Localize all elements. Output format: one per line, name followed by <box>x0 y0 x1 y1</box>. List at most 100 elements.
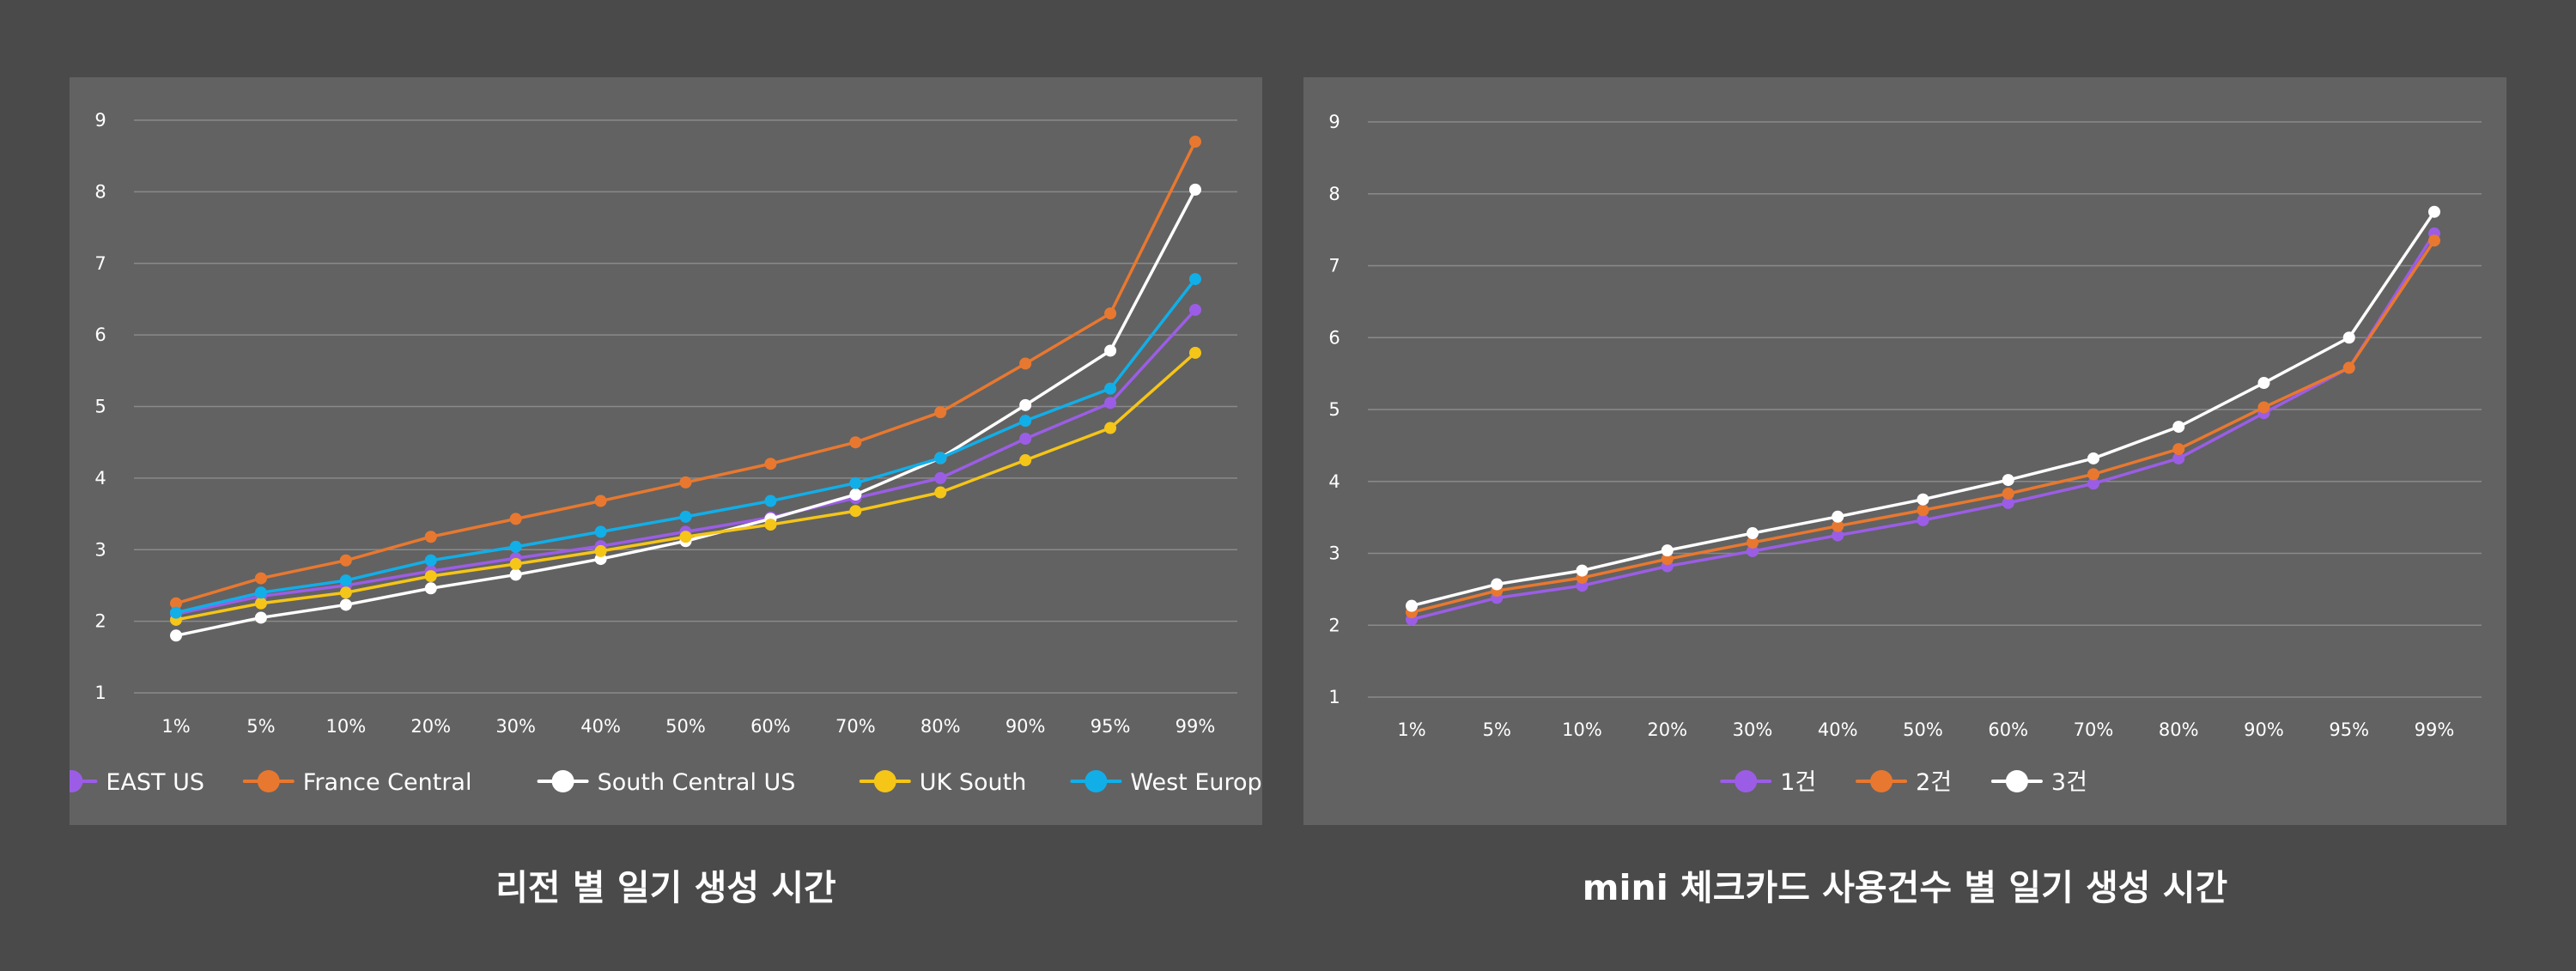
legend-item-west-europe: West Europe <box>1070 769 1262 796</box>
x-tick-label: 30% <box>1733 719 1773 740</box>
y-tick-label: 2 <box>1328 615 1340 635</box>
data-point <box>1832 510 1844 523</box>
data-point <box>679 476 692 489</box>
y-tick-label: 3 <box>1328 543 1340 564</box>
data-point <box>509 513 522 525</box>
data-point <box>1189 303 1201 316</box>
y-tick-label: 1 <box>94 683 106 703</box>
x-tick-label: 1% <box>161 716 190 737</box>
data-point <box>1019 357 1032 370</box>
legend-marker <box>257 770 280 792</box>
legend-item-3건: 3건 <box>1990 769 2087 796</box>
data-point <box>2428 205 2440 218</box>
data-point <box>1406 599 1418 612</box>
y-tick-label: 6 <box>1328 327 1340 348</box>
legend-item-east-us: EAST US <box>70 769 204 796</box>
data-point <box>849 436 862 449</box>
data-point <box>849 476 862 489</box>
legend-marker <box>551 770 574 792</box>
data-point <box>1189 183 1201 196</box>
chart-caption-card-count: mini 체크카드 사용건수 별 일기 생성 시간 <box>1582 867 2228 908</box>
y-tick-label: 5 <box>1328 399 1340 420</box>
data-point <box>2257 377 2270 390</box>
data-point <box>934 486 947 499</box>
legend-label: UK South <box>920 769 1027 796</box>
x-tick-label: 70% <box>835 716 876 737</box>
data-point <box>339 598 352 611</box>
series-1건 <box>1406 227 2440 626</box>
data-point <box>1661 544 1674 557</box>
x-tick-label: 90% <box>1005 716 1046 737</box>
data-point <box>509 568 522 581</box>
data-point <box>254 586 267 599</box>
data-point <box>254 611 267 624</box>
legend-label: 3건 <box>2051 769 2087 796</box>
series-line <box>174 308 1197 616</box>
data-point <box>1104 344 1117 357</box>
x-tick-label: 90% <box>2244 719 2284 740</box>
series-uk-south <box>170 346 1201 626</box>
legend-label: South Central US <box>598 769 796 796</box>
data-point <box>2428 234 2440 247</box>
legend-item-france-central: France Central <box>242 769 472 796</box>
y-tick-label: 7 <box>1328 256 1340 276</box>
data-point <box>1189 136 1201 149</box>
data-point <box>1104 422 1117 434</box>
x-tick-label: 5% <box>1483 719 1511 740</box>
data-point <box>679 531 692 543</box>
x-tick-label: 80% <box>920 716 961 737</box>
data-point <box>1917 493 1929 506</box>
data-point <box>509 540 522 553</box>
data-point <box>764 519 777 531</box>
chart-panel-regions: 1 2 3 4 5 6 7 8 9 1% 5% 10% 20% 30% 40% 50% 60% 70% 80% 90%… <box>70 77 1262 825</box>
y-tick-label: 5 <box>94 397 106 417</box>
data-point <box>1019 454 1032 467</box>
series-line <box>1410 239 2436 614</box>
y-tick-label: 7 <box>94 253 106 274</box>
x-tick-label: 20% <box>410 716 451 737</box>
data-point <box>2342 361 2355 374</box>
legend-marker <box>2005 770 2028 792</box>
x-tick-label: 70% <box>2074 719 2114 740</box>
series-france-central <box>170 136 1201 610</box>
y-tick-label: 6 <box>94 325 106 345</box>
x-tick-label: 99% <box>1176 716 1216 737</box>
data-point <box>1576 564 1589 577</box>
x-tick-label: 50% <box>665 716 706 737</box>
legend-label: 2건 <box>1916 769 1952 796</box>
data-point <box>424 570 437 583</box>
legend-item-uk-south: UK South <box>859 769 1027 796</box>
data-point <box>849 489 862 501</box>
data-point <box>2002 474 2014 487</box>
data-point <box>1019 398 1032 411</box>
data-point <box>2087 468 2099 481</box>
data-point <box>1019 433 1032 446</box>
x-tick-label: 5% <box>246 716 275 737</box>
y-tick-label: 8 <box>94 181 106 202</box>
data-point <box>1747 536 1759 549</box>
data-point <box>1189 346 1201 359</box>
data-point <box>254 597 267 610</box>
y-tick-label: 9 <box>1328 112 1340 132</box>
y-tick-label: 4 <box>94 468 106 489</box>
data-point <box>1747 527 1759 540</box>
y-tick-label: 1 <box>1328 687 1340 707</box>
y-tick-label: 4 <box>1328 471 1340 492</box>
x-tick-label: 40% <box>580 716 621 737</box>
data-point <box>764 495 777 507</box>
data-point <box>2087 452 2099 464</box>
x-tick-label: 60% <box>750 716 791 737</box>
legend-marker <box>873 770 896 792</box>
data-point <box>1019 415 1032 428</box>
legend-marker <box>1084 770 1108 792</box>
x-tick-label: 95% <box>2329 719 2369 740</box>
legend: 1건 2건 3건 <box>1720 769 2087 796</box>
data-point <box>2172 452 2185 464</box>
legend-label: France Central <box>303 769 472 796</box>
legend-item-2건: 2건 <box>1856 769 1952 796</box>
data-point <box>1104 382 1117 395</box>
data-point <box>934 452 947 464</box>
data-point <box>1832 529 1844 542</box>
x-tick-label: 10% <box>1562 719 1602 740</box>
data-point <box>170 606 182 619</box>
